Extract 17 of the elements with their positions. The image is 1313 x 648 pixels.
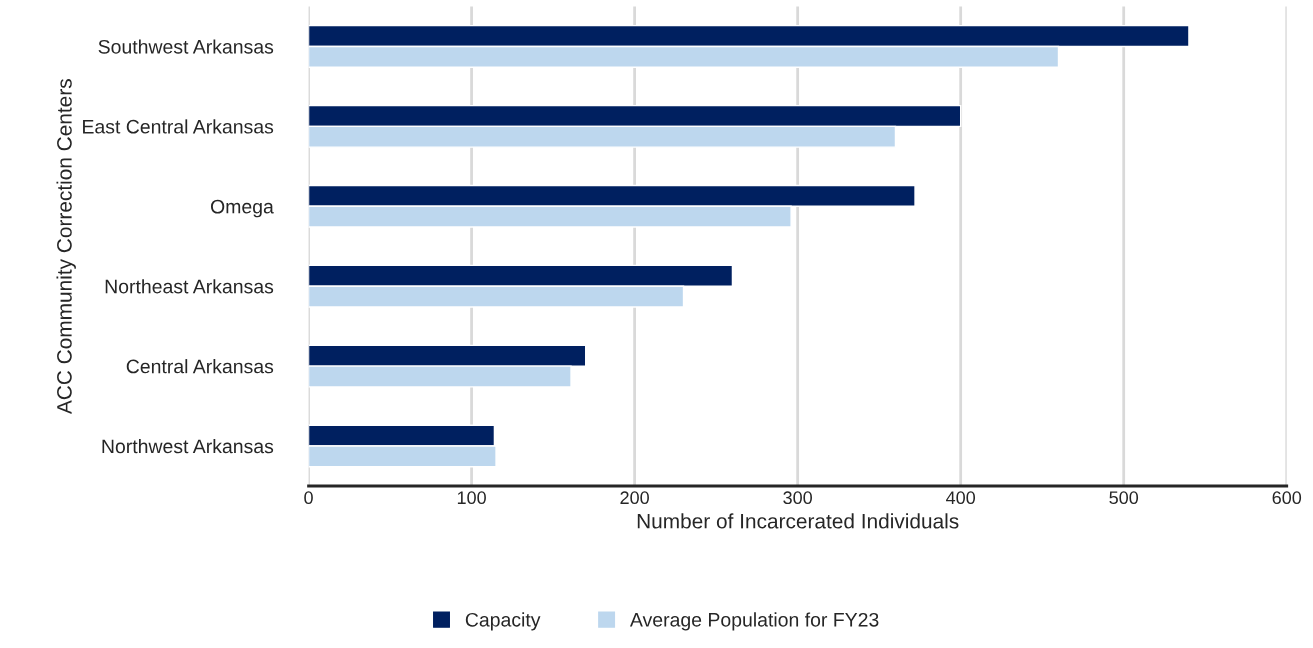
x-tick-label: 0	[304, 491, 313, 505]
x-tick-label: 600	[1272, 491, 1302, 505]
y-tick-label: Southwest Arkansas	[98, 39, 274, 54]
x-axis-title: Number of Incarcerated Individuals	[637, 513, 959, 529]
x-tick-label: 400	[946, 491, 976, 505]
x-tick-label: 100	[457, 491, 486, 505]
y-tick-label: Northwest Arkansas	[102, 438, 274, 454]
y-tick-label: Central Arkansas	[126, 359, 274, 374]
y-tick-label: Omega	[210, 199, 274, 218]
y-axis-title: ACC Community Correction Centers	[56, 79, 76, 415]
legend-label: Capacity	[465, 612, 541, 631]
y-tick-label: East Central Arkansas	[83, 119, 274, 134]
x-tick-label: 300	[783, 491, 813, 505]
legend-label: Average Population for FY23	[629, 612, 879, 631]
y-tick-label: Northeast Arkansas	[105, 279, 274, 294]
x-tick-label: 500	[1109, 491, 1139, 505]
x-tick-label: 200	[620, 491, 649, 505]
